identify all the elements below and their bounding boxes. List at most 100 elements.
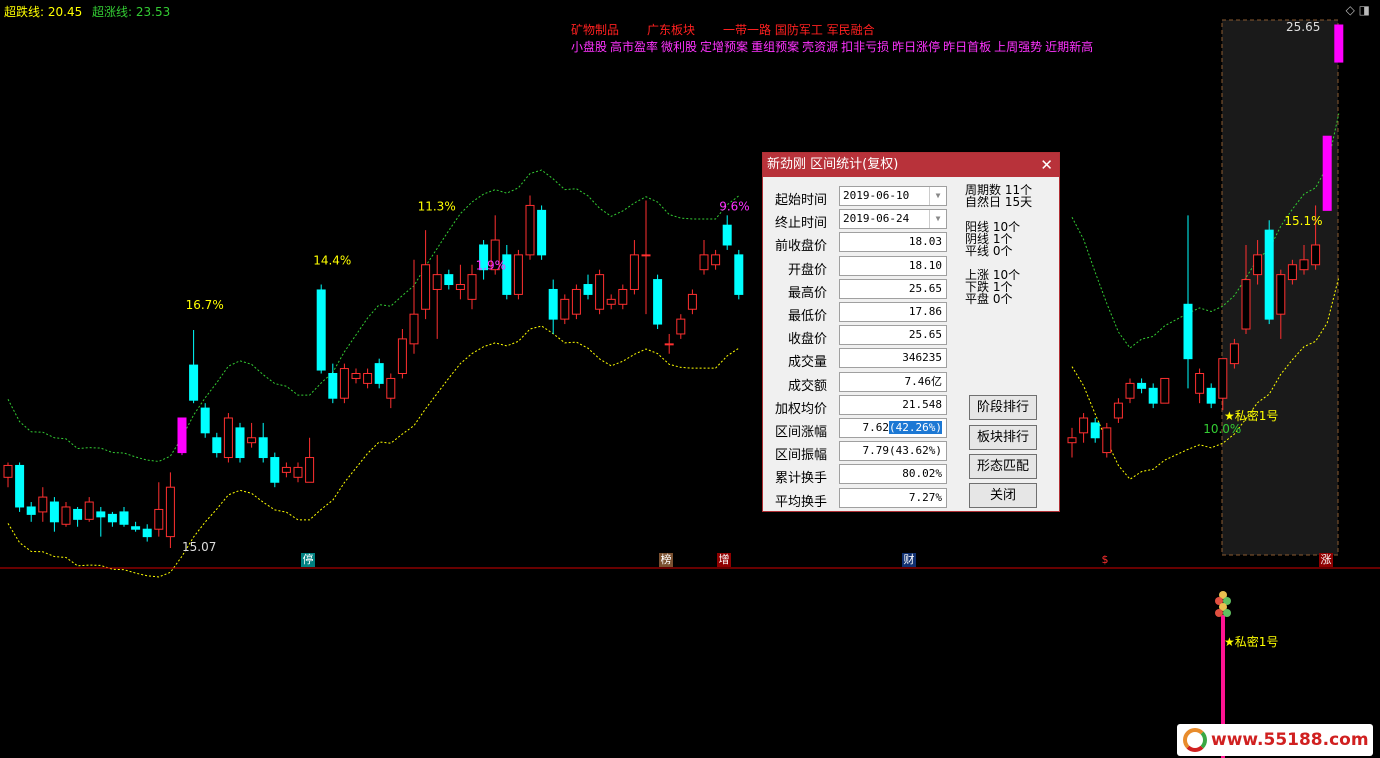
candle[interactable] bbox=[1287, 259, 1297, 285]
field-value[interactable]: 18.10 bbox=[839, 255, 947, 276]
chevron-down-icon[interactable]: ▼ bbox=[929, 187, 946, 205]
candle[interactable] bbox=[606, 294, 616, 310]
field-value[interactable]: 18.03 bbox=[839, 232, 947, 253]
candle[interactable] bbox=[1148, 383, 1158, 409]
candle[interactable] bbox=[386, 373, 396, 409]
candle[interactable] bbox=[223, 413, 233, 463]
concept-tag[interactable]: 近期新高 bbox=[1045, 40, 1094, 54]
candle[interactable] bbox=[421, 230, 431, 320]
diamond-icon[interactable]: ◇ bbox=[1345, 3, 1355, 17]
close-icon[interactable]: ✕ bbox=[1040, 156, 1053, 174]
candle[interactable] bbox=[734, 249, 744, 300]
candle[interactable] bbox=[258, 422, 268, 463]
candle[interactable] bbox=[84, 497, 94, 522]
candle[interactable] bbox=[1125, 378, 1135, 404]
candle[interactable] bbox=[305, 437, 315, 483]
candle[interactable] bbox=[107, 511, 117, 527]
candle[interactable] bbox=[1079, 413, 1089, 443]
candle[interactable] bbox=[1137, 378, 1147, 394]
event-marker[interactable]: 停 bbox=[301, 553, 315, 567]
concept-tag[interactable]: 小盘股 bbox=[571, 40, 608, 54]
field-value[interactable]: 7.46亿 bbox=[839, 371, 947, 392]
candle[interactable] bbox=[548, 279, 558, 334]
candle[interactable] bbox=[1067, 427, 1077, 458]
candle[interactable] bbox=[1253, 240, 1263, 285]
candle[interactable] bbox=[583, 274, 593, 300]
sector-tag[interactable]: 一带一路 国防军工 军民融合 bbox=[723, 23, 875, 37]
candle[interactable] bbox=[293, 462, 303, 483]
candle[interactable] bbox=[711, 249, 721, 270]
candle[interactable] bbox=[560, 294, 570, 325]
candle[interactable] bbox=[409, 259, 419, 354]
field-value[interactable]: 25.65 bbox=[839, 325, 947, 346]
candle[interactable] bbox=[1090, 417, 1100, 443]
candle[interactable] bbox=[235, 422, 245, 463]
close-button[interactable]: 关闭 bbox=[969, 483, 1037, 508]
candle[interactable] bbox=[212, 432, 222, 458]
candle[interactable] bbox=[26, 502, 36, 522]
candle[interactable] bbox=[653, 274, 663, 330]
sector-tag[interactable]: 广东板块 bbox=[647, 23, 696, 37]
event-marker[interactable]: 榜 bbox=[659, 553, 673, 567]
field-value[interactable]: 80.02% bbox=[839, 464, 947, 485]
candle[interactable] bbox=[49, 497, 59, 532]
candle[interactable] bbox=[571, 284, 581, 320]
candle[interactable] bbox=[537, 205, 547, 260]
candle[interactable] bbox=[1229, 338, 1239, 369]
candle[interactable] bbox=[479, 240, 489, 280]
field-value[interactable]: 7.79(43.62%) bbox=[839, 441, 947, 462]
candle[interactable] bbox=[1218, 358, 1228, 411]
candle[interactable] bbox=[142, 524, 152, 542]
candle[interactable] bbox=[1322, 135, 1332, 211]
candle[interactable] bbox=[328, 363, 338, 404]
candle[interactable] bbox=[595, 269, 605, 315]
candle[interactable] bbox=[131, 521, 141, 532]
sector-rank-button[interactable]: 板块排行 bbox=[969, 425, 1037, 450]
candle[interactable] bbox=[281, 462, 291, 478]
event-marker[interactable]: $ bbox=[1101, 553, 1109, 566]
candle[interactable] bbox=[374, 358, 384, 389]
candle[interactable] bbox=[3, 462, 13, 488]
candle[interactable] bbox=[490, 215, 500, 275]
candle[interactable] bbox=[119, 506, 129, 527]
candle[interactable] bbox=[397, 329, 407, 379]
event-marker[interactable]: 财 bbox=[902, 553, 916, 567]
candle[interactable] bbox=[154, 482, 164, 537]
candle[interactable] bbox=[467, 264, 477, 310]
candle[interactable] bbox=[247, 422, 257, 448]
concept-tag[interactable]: 微利股 bbox=[661, 40, 698, 54]
candle[interactable] bbox=[699, 240, 709, 275]
sector-tag[interactable]: 矿物制品 bbox=[571, 23, 620, 37]
candle[interactable] bbox=[1183, 215, 1193, 389]
candle[interactable] bbox=[38, 487, 48, 522]
panel-toggle-icon[interactable]: ◨ bbox=[1358, 3, 1370, 17]
candle[interactable] bbox=[1299, 244, 1309, 275]
candle[interactable] bbox=[339, 363, 349, 404]
candle[interactable] bbox=[664, 333, 674, 354]
candle[interactable] bbox=[200, 403, 210, 438]
candle[interactable] bbox=[270, 452, 280, 488]
event-marker[interactable]: 涨 bbox=[1319, 553, 1333, 567]
chevron-down-icon[interactable]: ▼ bbox=[929, 210, 946, 229]
concept-tag[interactable]: 昨日首板 bbox=[943, 40, 992, 54]
field-value[interactable]: 7.27% bbox=[839, 487, 947, 508]
candle[interactable] bbox=[351, 368, 361, 384]
candle[interactable] bbox=[73, 506, 83, 527]
field-value[interactable]: 25.65 bbox=[839, 278, 947, 299]
concept-tag[interactable]: 高市盈率 bbox=[610, 40, 659, 54]
candle[interactable] bbox=[61, 502, 71, 527]
candle[interactable] bbox=[455, 264, 465, 300]
candle[interactable] bbox=[1264, 220, 1274, 325]
candle[interactable] bbox=[722, 215, 732, 250]
field-value[interactable]: 17.86 bbox=[839, 302, 947, 322]
candle[interactable] bbox=[1311, 205, 1321, 270]
event-marker[interactable]: 增 bbox=[717, 553, 731, 567]
candle[interactable] bbox=[316, 284, 326, 374]
dialog-titlebar[interactable]: 新劲刚 区间统计(复权) ✕ bbox=[763, 153, 1059, 177]
field-value[interactable]: 346235 bbox=[839, 348, 947, 369]
candle[interactable] bbox=[15, 462, 25, 512]
concept-tag[interactable]: 上周强势 bbox=[994, 40, 1043, 54]
candle[interactable] bbox=[1276, 269, 1286, 339]
candle[interactable] bbox=[687, 289, 697, 315]
